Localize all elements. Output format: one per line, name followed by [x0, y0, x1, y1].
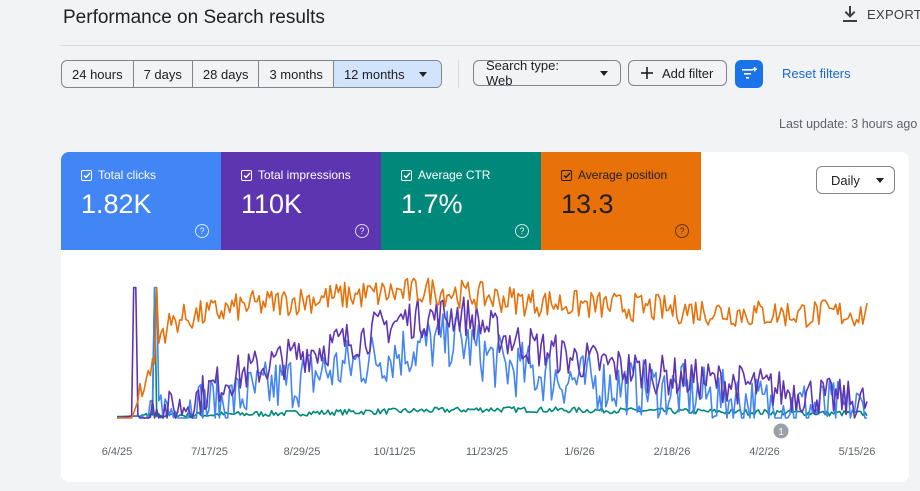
granularity-label: Daily — [831, 172, 860, 188]
performance-card: Total clicks 1.82K ? Total impressions 1… — [61, 152, 909, 482]
range-label: 7 days — [143, 66, 182, 82]
last-update-text: Last update: 3 hours ago — [779, 117, 918, 131]
granularity-dropdown[interactable]: Daily — [816, 166, 895, 194]
range-label: 24 hours — [72, 66, 123, 82]
filter-settings-button[interactable] — [735, 60, 763, 88]
download-icon — [843, 6, 857, 22]
range-label: 3 months — [269, 66, 323, 82]
performance-chart: 6/4/25 7/17/25 8/29/25 10/11/25 11/23/25 1/6/… — [102, 277, 876, 458]
metric-label: Average position — [578, 168, 668, 182]
metric-total-clicks[interactable]: Total clicks 1.82K ? — [61, 152, 221, 250]
metric-label: Average CTR — [418, 168, 491, 182]
annotation-label: 1 — [778, 427, 784, 438]
add-filter-button[interactable]: Add filter — [628, 60, 727, 86]
help-icon[interactable]: ? — [515, 224, 529, 238]
help-icon[interactable]: ? — [355, 224, 369, 238]
x-tick-label: 10/11/25 — [373, 446, 415, 458]
chevron-down-icon — [418, 71, 427, 77]
filter-icon — [742, 67, 757, 79]
series-line-average-position — [117, 277, 868, 419]
header: Performance on Search results EXPORT — [0, 0, 920, 46]
x-tick-label: 5/15/26 — [839, 446, 876, 458]
search-type-filter[interactable]: Search type: Web — [473, 58, 621, 88]
chevron-down-icon — [600, 70, 608, 76]
metric-value: 1.82K — [81, 189, 152, 219]
x-tick-label: 2/18/26 — [654, 446, 691, 458]
add-filter-label: Add filter — [662, 65, 714, 81]
checkbox-icon[interactable] — [241, 169, 252, 181]
toolbar-divider — [458, 60, 459, 88]
header-divider — [60, 45, 920, 46]
metric-total-impressions[interactable]: Total impressions 110K ? — [221, 152, 381, 250]
chevron-down-icon — [875, 177, 884, 183]
export-button[interactable]: EXPORT — [843, 6, 920, 22]
date-range-selector: 24 hours 7 days 28 days 3 months 12 mont… — [61, 60, 442, 88]
page-title: Performance on Search results — [63, 7, 325, 28]
plus-icon — [641, 67, 653, 79]
x-tick-label: 6/4/25 — [102, 446, 133, 458]
range-3-months[interactable]: 3 months — [259, 61, 334, 87]
range-12-months[interactable]: 12 months — [333, 61, 441, 87]
metric-label: Total impressions — [258, 168, 351, 182]
x-tick-label: 4/2/26 — [749, 446, 780, 458]
metric-value: 13.3 — [561, 189, 614, 219]
range-label: 12 months — [343, 66, 405, 82]
checkbox-icon[interactable] — [81, 169, 92, 181]
series-line-total-clicks — [116, 286, 867, 419]
annotation-marker[interactable]: 1 — [773, 423, 789, 439]
range-28-days[interactable]: 28 days — [193, 61, 260, 87]
reset-filters-link[interactable]: Reset filters — [782, 66, 851, 81]
help-icon[interactable]: ? — [675, 224, 689, 238]
range-7-days[interactable]: 7 days — [134, 61, 193, 87]
metric-average-position[interactable]: Average position 13.3 ? — [541, 152, 701, 250]
metric-value: 1.7% — [401, 189, 463, 219]
range-24-hours[interactable]: 24 hours — [62, 61, 134, 87]
x-tick-label: 11/23/25 — [466, 446, 508, 458]
metric-average-ctr[interactable]: Average CTR 1.7% ? — [381, 152, 541, 250]
metric-label: Total clicks — [98, 168, 157, 182]
range-label: 28 days — [202, 66, 249, 82]
series-line-average-ctr — [116, 286, 868, 419]
metric-value: 110K — [241, 189, 303, 219]
checkbox-icon[interactable] — [561, 169, 572, 181]
export-label: EXPORT — [867, 6, 920, 22]
series-line-total-impressions — [116, 286, 868, 419]
x-tick-label: 8/29/25 — [284, 446, 321, 458]
checkbox-icon[interactable] — [401, 169, 412, 181]
help-icon[interactable]: ? — [195, 224, 209, 238]
x-tick-label: 1/6/26 — [564, 446, 595, 458]
x-tick-label: 7/17/25 — [191, 446, 228, 458]
search-type-label: Search type: Web — [486, 58, 559, 88]
